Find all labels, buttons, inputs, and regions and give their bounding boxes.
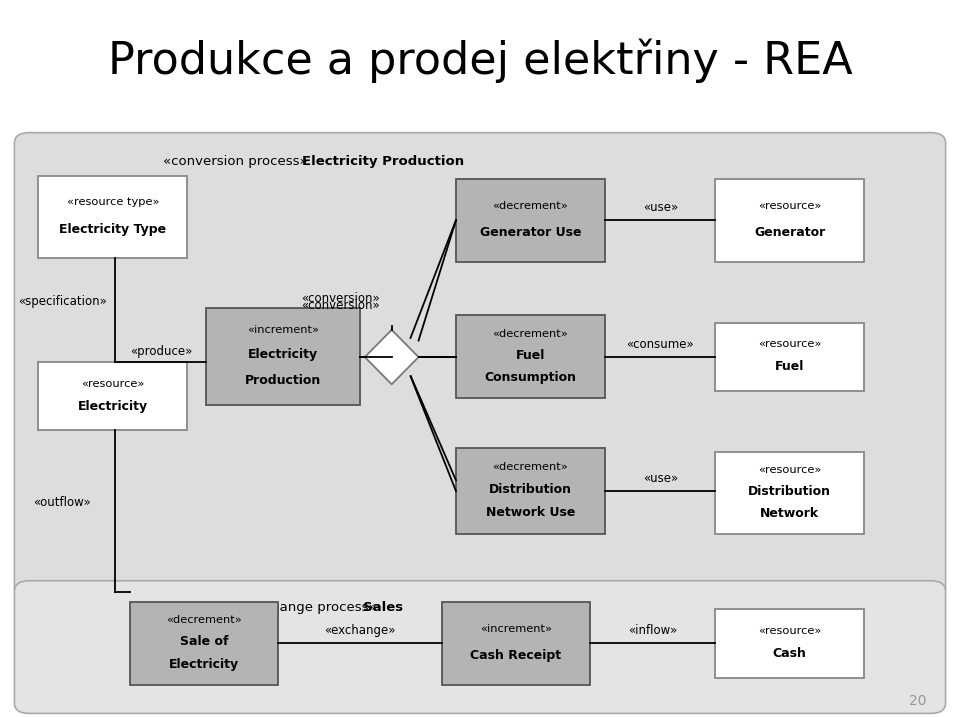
FancyBboxPatch shape: [456, 179, 605, 262]
Text: «increment»: «increment»: [480, 624, 552, 634]
Text: «inflow»: «inflow»: [628, 624, 678, 637]
Text: «consume»: «consume»: [627, 338, 694, 351]
Text: «exchange process»: «exchange process»: [240, 601, 381, 614]
FancyBboxPatch shape: [715, 323, 864, 391]
Text: «decrement»: «decrement»: [492, 462, 568, 472]
Text: «decrement»: «decrement»: [166, 615, 242, 625]
Text: «use»: «use»: [643, 201, 678, 214]
Text: Sales: Sales: [363, 601, 403, 614]
Text: «resource»: «resource»: [757, 465, 822, 475]
Text: Cash: Cash: [773, 647, 806, 660]
Text: Generator: Generator: [754, 227, 826, 239]
FancyBboxPatch shape: [715, 179, 864, 262]
Text: Electricity Type: Electricity Type: [60, 223, 166, 236]
FancyBboxPatch shape: [38, 176, 187, 258]
Text: «resource»: «resource»: [81, 379, 145, 389]
Text: «outflow»: «outflow»: [34, 496, 91, 509]
Text: «exchange»: «exchange»: [324, 624, 396, 637]
FancyBboxPatch shape: [38, 362, 187, 430]
Text: Network Use: Network Use: [486, 506, 575, 519]
Text: «decrement»: «decrement»: [492, 201, 568, 211]
Text: Sale of: Sale of: [180, 635, 228, 648]
Text: Fuel: Fuel: [516, 348, 545, 361]
Text: Electricity: Electricity: [248, 348, 319, 361]
FancyBboxPatch shape: [456, 448, 605, 534]
Text: «conversion»: «conversion»: [301, 299, 380, 312]
FancyBboxPatch shape: [715, 609, 864, 678]
Text: Produkce a prodej elektřiny - REA: Produkce a prodej elektřiny - REA: [108, 39, 852, 83]
Text: Production: Production: [245, 374, 322, 387]
FancyBboxPatch shape: [456, 315, 605, 398]
Text: Fuel: Fuel: [775, 361, 804, 374]
Text: Network: Network: [760, 507, 819, 520]
Text: «resource»: «resource»: [757, 626, 822, 636]
Text: Distribution: Distribution: [489, 483, 572, 496]
Text: «resource»: «resource»: [757, 339, 822, 349]
FancyBboxPatch shape: [442, 602, 590, 685]
Text: «specification»: «specification»: [18, 295, 107, 308]
Text: 20: 20: [909, 693, 926, 708]
Text: Consumption: Consumption: [485, 371, 576, 384]
FancyBboxPatch shape: [715, 452, 864, 534]
Text: Cash Receipt: Cash Receipt: [470, 650, 562, 663]
Text: Electricity Production: Electricity Production: [302, 155, 465, 168]
FancyBboxPatch shape: [206, 308, 360, 405]
Polygon shape: [365, 330, 419, 384]
Text: Electricity: Electricity: [78, 400, 148, 413]
Text: Generator Use: Generator Use: [480, 227, 581, 239]
Text: «produce»: «produce»: [131, 346, 192, 358]
Text: «increment»: «increment»: [248, 325, 319, 335]
FancyBboxPatch shape: [14, 133, 946, 599]
FancyBboxPatch shape: [14, 581, 946, 713]
Text: «decrement»: «decrement»: [492, 328, 568, 338]
Text: «conversion»: «conversion»: [301, 292, 380, 305]
Text: Electricity: Electricity: [169, 657, 239, 670]
FancyBboxPatch shape: [130, 602, 278, 685]
Text: «resource»: «resource»: [757, 201, 822, 211]
Text: Distribution: Distribution: [748, 485, 831, 498]
Text: «use»: «use»: [643, 472, 678, 485]
Text: «conversion process»: «conversion process»: [163, 155, 312, 168]
Text: «resource type»: «resource type»: [66, 197, 159, 207]
